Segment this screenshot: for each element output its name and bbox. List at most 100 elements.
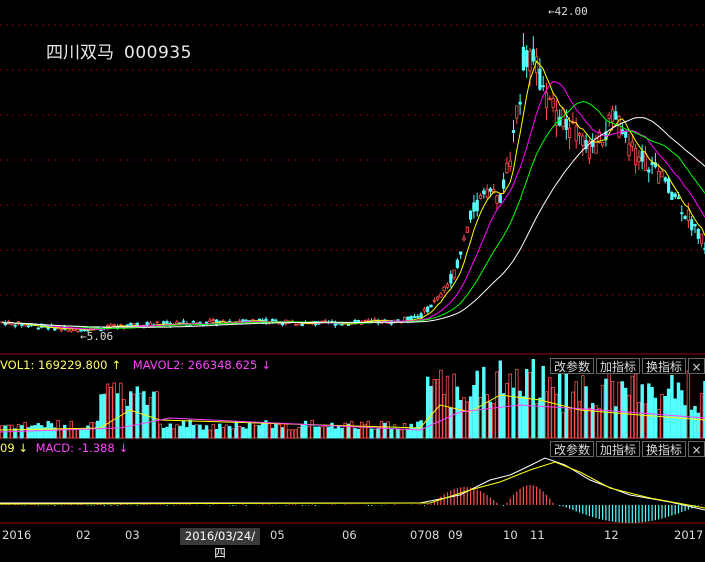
- volume-bar: [591, 403, 595, 439]
- volume-bar: [323, 426, 328, 439]
- candle-body: [191, 320, 195, 323]
- macd-indicator-header: 09 ↓ MACD: -1.388 ↓: [0, 441, 132, 455]
- ma-line-mid: [1, 81, 705, 330]
- vol-ma2-line: [0, 404, 705, 433]
- candle-body: [627, 143, 631, 157]
- volume-bar: [158, 423, 163, 439]
- volume-bar: [521, 396, 526, 439]
- volume-bar: [541, 365, 545, 439]
- volume-bar: [475, 370, 479, 439]
- volume-bar: [650, 387, 654, 439]
- volume-bar: [614, 406, 618, 439]
- volume-bar: [449, 407, 453, 439]
- candle-body: [657, 170, 661, 184]
- candle-body: [59, 328, 64, 332]
- macd-add-indicator-button[interactable]: 加指标: [596, 441, 641, 457]
- volume-bar: [551, 387, 555, 439]
- volume-bar: [96, 420, 100, 439]
- candle-body: [696, 228, 700, 239]
- volume-bar: [204, 425, 209, 439]
- candle-body: [297, 322, 301, 326]
- volume-bar: [293, 429, 298, 439]
- macd-switch-indicator-button[interactable]: 换指标: [642, 441, 687, 457]
- volume-bar: [13, 428, 17, 439]
- candle-body: [564, 119, 568, 130]
- candle-body: [568, 127, 572, 138]
- candle-body: [541, 85, 545, 88]
- candle-body: [181, 320, 186, 323]
- volume-bar: [383, 422, 387, 439]
- volume-bar: [214, 428, 219, 439]
- volume-bar: [23, 421, 27, 439]
- candle-body: [690, 219, 694, 231]
- candle-body: [99, 329, 103, 332]
- candle-body: [452, 269, 456, 279]
- volume-bar: [610, 381, 615, 439]
- volume-bar: [653, 397, 658, 439]
- kline-chart[interactable]: [0, 0, 705, 545]
- volume-bar: [227, 426, 232, 439]
- volume-bar: [353, 428, 357, 439]
- stock-code: 000935: [124, 43, 192, 63]
- vol-modify-params-button[interactable]: 改参数: [550, 358, 595, 374]
- macd-close-button[interactable]: ×: [688, 441, 705, 457]
- volume-bar: [422, 427, 427, 439]
- volume-bar: [260, 422, 265, 439]
- volume-bar: [185, 427, 189, 439]
- volume-bar: [191, 424, 196, 439]
- candle-body: [208, 319, 212, 322]
- candle-body: [521, 46, 526, 71]
- volume-bar: [439, 369, 443, 439]
- vol-add-indicator-button[interactable]: 加指标: [596, 358, 641, 374]
- candle-body: [26, 325, 31, 328]
- volume-bar: [270, 427, 275, 439]
- vol-close-button[interactable]: ×: [688, 358, 705, 374]
- candle-body: [435, 296, 440, 300]
- volume-bar: [340, 427, 344, 439]
- candle-body: [554, 109, 559, 126]
- candle-body: [439, 293, 443, 298]
- volume-bar: [326, 426, 331, 439]
- volume-bar: [584, 386, 588, 439]
- volume-bar: [699, 393, 704, 439]
- dea-fragment: 09: [0, 441, 15, 455]
- candle-body: [640, 151, 644, 162]
- volume-bar: [581, 375, 585, 439]
- candle-body: [294, 323, 298, 326]
- vol-ma1-line: [0, 394, 705, 431]
- candle-body: [528, 50, 532, 72]
- volume-bar: [399, 429, 403, 439]
- candle-body: [647, 169, 651, 173]
- volume-bar: [409, 423, 413, 439]
- candle-body: [445, 283, 450, 288]
- volume-bar: [379, 421, 384, 439]
- volume-bar: [485, 394, 489, 439]
- volume-bar: [165, 426, 169, 439]
- candle-body: [518, 101, 522, 105]
- volume-bar: [201, 429, 205, 439]
- vol-switch-indicator-button[interactable]: 换指标: [642, 358, 687, 374]
- candle-body: [76, 328, 80, 332]
- candle-body: [488, 188, 493, 192]
- macd-modify-params-button[interactable]: 改参数: [550, 441, 595, 457]
- volume-bar: [155, 391, 159, 439]
- volume-bar: [76, 428, 80, 439]
- volume-bar: [138, 392, 143, 439]
- candle-body: [630, 141, 634, 147]
- volume-bar: [640, 384, 644, 439]
- candle-body: [455, 259, 460, 268]
- candle-body: [663, 177, 667, 182]
- candle-body: [683, 216, 687, 219]
- volume-bar: [676, 382, 681, 439]
- candle-body: [36, 327, 40, 330]
- candle-body: [650, 162, 654, 165]
- volume-bar: [218, 423, 222, 439]
- volume-bar: [462, 397, 466, 439]
- volume-bar: [26, 427, 31, 439]
- volume-bar: [33, 425, 37, 439]
- candle-body: [442, 286, 446, 292]
- x-label-03: 03: [125, 528, 140, 542]
- volume-bar: [561, 412, 565, 439]
- candle-body: [412, 316, 417, 319]
- mavol2-arrow: ↓: [261, 358, 271, 372]
